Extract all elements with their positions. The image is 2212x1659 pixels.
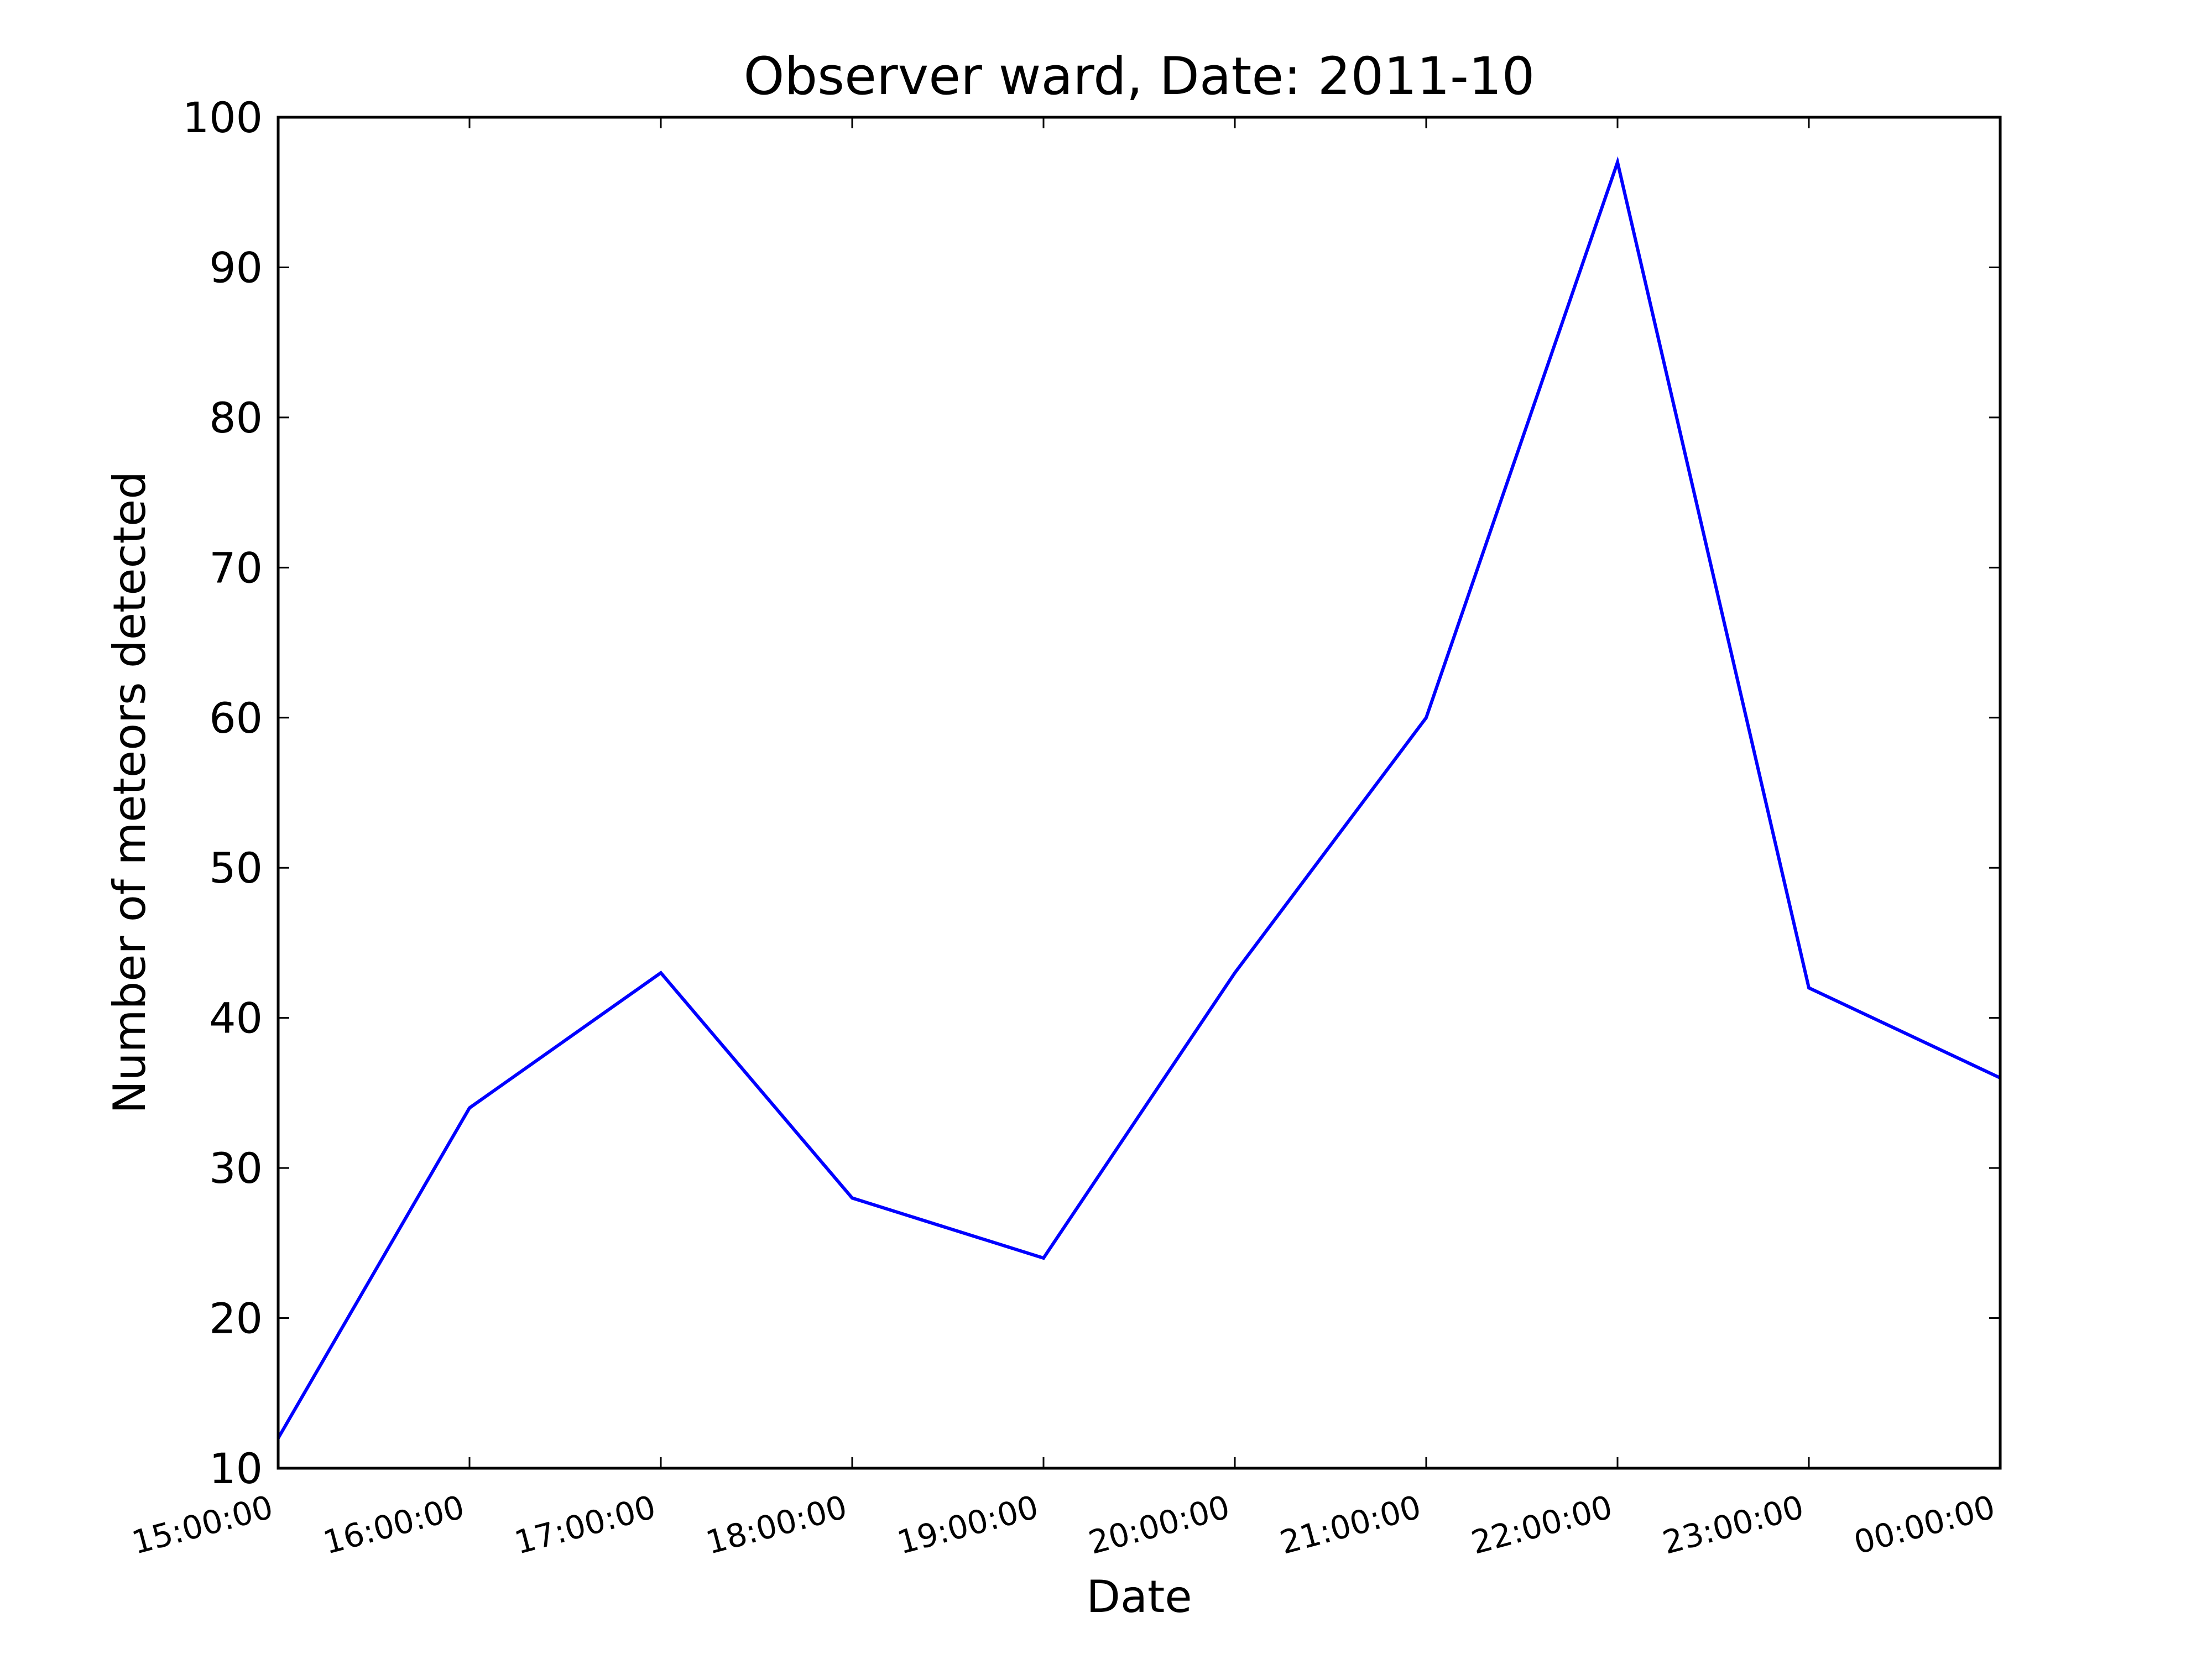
y-tick-label: 10 <box>209 1444 263 1493</box>
x-axis-label: Date <box>1086 1571 1192 1623</box>
y-tick-label: 100 <box>182 93 263 142</box>
y-tick-label: 90 <box>209 243 263 292</box>
y-tick-label: 20 <box>209 1294 263 1343</box>
plot-frame <box>276 116 2002 1470</box>
series-line <box>276 156 2001 1439</box>
chart-title: Observer ward, Date: 2011-10 <box>744 46 1535 107</box>
y-tick-label: 30 <box>209 1144 263 1193</box>
y-tick-label: 70 <box>209 543 263 592</box>
y-tick-label: 60 <box>209 693 263 743</box>
y-tick-label: 50 <box>209 843 263 893</box>
y-axis-label: Number of meteors detected <box>104 471 155 1114</box>
y-tick-label: 40 <box>209 994 263 1043</box>
y-tick-label: 80 <box>209 393 263 442</box>
